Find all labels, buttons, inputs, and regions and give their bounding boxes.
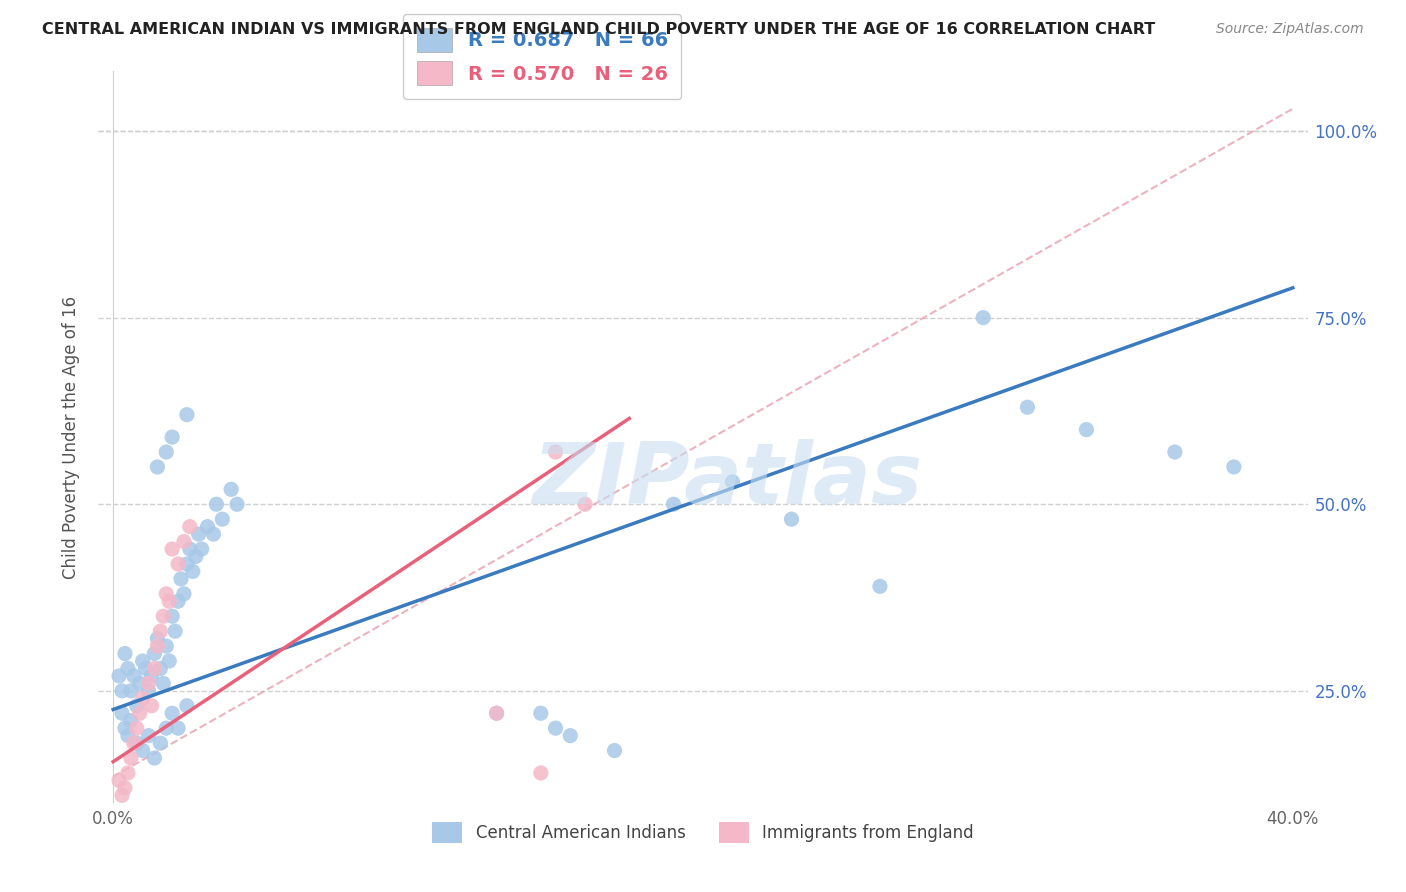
Point [114, 721, 136, 735]
Point [173, 534, 195, 549]
Point [179, 542, 201, 557]
Point [135, 661, 157, 675]
Point [152, 609, 174, 624]
Point [160, 706, 183, 721]
Point [155, 445, 177, 459]
Point [146, 639, 169, 653]
Point [157, 654, 180, 668]
Point [131, 654, 153, 668]
Point [167, 721, 190, 735]
Point [108, 773, 131, 788]
Point [972, 310, 994, 325]
Legend: Central American Indians, Immigrants from England: Central American Indians, Immigrants fro… [426, 815, 980, 849]
Point [167, 594, 190, 608]
Point [226, 497, 249, 511]
Point [179, 519, 201, 533]
Point [122, 736, 145, 750]
Point [128, 676, 150, 690]
Point [128, 706, 150, 721]
Text: Source: ZipAtlas.com: Source: ZipAtlas.com [1216, 22, 1364, 37]
Point [155, 721, 177, 735]
Point [160, 542, 183, 557]
Point [131, 743, 153, 757]
Text: CENTRAL AMERICAN INDIAN VS IMMIGRANTS FROM ENGLAND CHILD POVERTY UNDER THE AGE O: CENTRAL AMERICAN INDIAN VS IMMIGRANTS FR… [42, 22, 1156, 37]
Point [485, 706, 508, 721]
Point [721, 475, 744, 489]
Point [111, 706, 134, 721]
Point [114, 647, 136, 661]
Text: ZIPatlas: ZIPatlas [531, 440, 922, 523]
Point [170, 572, 193, 586]
Point [181, 565, 204, 579]
Point [560, 729, 582, 743]
Point [1017, 401, 1039, 415]
Point [125, 698, 148, 713]
Point [131, 691, 153, 706]
Point [141, 698, 163, 713]
Point [165, 624, 187, 639]
Point [202, 527, 225, 541]
Point [176, 698, 198, 713]
Point [125, 721, 148, 735]
Point [149, 661, 172, 675]
Point [117, 729, 139, 743]
Point [120, 714, 142, 728]
Point [146, 459, 169, 474]
Point [1076, 423, 1098, 437]
Point [138, 683, 160, 698]
Y-axis label: Child Poverty Under the Age of 16: Child Poverty Under the Age of 16 [62, 295, 80, 579]
Point [485, 706, 508, 721]
Point [120, 751, 142, 765]
Point [167, 557, 190, 571]
Point [187, 527, 209, 541]
Point [211, 512, 233, 526]
Point [160, 609, 183, 624]
Point [176, 557, 198, 571]
Point [108, 669, 131, 683]
Point [149, 736, 172, 750]
Point [111, 683, 134, 698]
Point [176, 408, 198, 422]
Point [157, 594, 180, 608]
Point [120, 683, 142, 698]
Point [780, 512, 803, 526]
Point [141, 669, 163, 683]
Point [1164, 445, 1187, 459]
Point [146, 632, 169, 646]
Point [1223, 459, 1246, 474]
Point [574, 497, 596, 511]
Point [197, 519, 219, 533]
Point [149, 624, 172, 639]
Point [173, 587, 195, 601]
Point [184, 549, 207, 564]
Point [117, 766, 139, 780]
Point [138, 676, 160, 690]
Point [544, 721, 567, 735]
Point [662, 497, 685, 511]
Point [111, 789, 134, 803]
Point [143, 647, 166, 661]
Point [152, 676, 174, 690]
Point [530, 706, 553, 721]
Point [219, 483, 242, 497]
Point [143, 661, 166, 675]
Point [155, 639, 177, 653]
Point [117, 661, 139, 675]
Point [122, 669, 145, 683]
Point [155, 587, 177, 601]
Point [544, 445, 567, 459]
Point [143, 751, 166, 765]
Point [869, 579, 891, 593]
Point [190, 542, 212, 557]
Point [205, 497, 228, 511]
Point [530, 766, 553, 780]
Point [160, 430, 183, 444]
Point [125, 736, 148, 750]
Point [603, 743, 626, 757]
Point [114, 780, 136, 795]
Point [138, 729, 160, 743]
